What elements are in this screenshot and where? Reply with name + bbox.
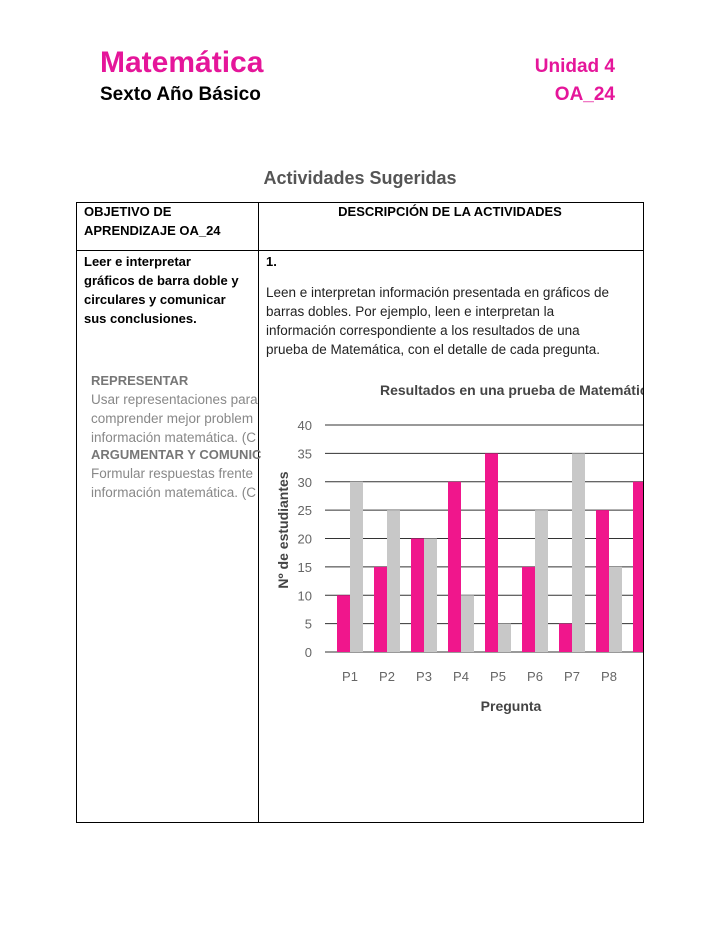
skill-text: comprender mejor problem	[91, 411, 253, 426]
title: Matemática	[100, 46, 264, 79]
bar	[485, 453, 498, 652]
objective: Leer e interpretar	[84, 254, 191, 269]
activity-text: prueba de Matemática, con el detalle de …	[266, 342, 600, 357]
activity-text: barras dobles. Por ejemplo, leen e inter…	[266, 304, 555, 319]
y-tick-label: 5	[305, 617, 312, 632]
x-tick-label: P6	[527, 669, 543, 684]
section-title: Actividades Sugeridas	[263, 168, 456, 188]
x-tick-label: P7	[564, 669, 580, 684]
skill-text: información matemática. (C	[91, 485, 256, 500]
bar	[350, 481, 363, 652]
x-tick-label: P2	[379, 669, 395, 684]
y-tick-label: 20	[298, 532, 312, 547]
bar	[374, 566, 387, 652]
y-tick-label: 30	[298, 475, 312, 490]
bar	[535, 510, 548, 652]
bar	[596, 510, 609, 652]
x-tick-label: P8	[601, 669, 617, 684]
skill-text: Formular respuestas frente	[91, 466, 253, 481]
table-border	[76, 202, 644, 823]
skill-title: ARGUMENTAR Y COMUNIC	[91, 447, 262, 462]
bar	[337, 595, 350, 652]
bar	[448, 481, 461, 652]
subtitle: Sexto Año Básico	[100, 84, 261, 105]
unit: Unidad 4	[535, 56, 616, 77]
activity-text: información correspondiente a los result…	[266, 323, 580, 338]
chart: Resultados en una prueba de Matemática 0 5…	[275, 382, 656, 714]
y-tick-label: 10	[298, 588, 312, 603]
code: OA_24	[555, 84, 616, 105]
bar	[633, 481, 643, 652]
bar	[461, 595, 474, 652]
header-cell: APRENDIZAJE OA_24	[84, 223, 221, 238]
objective: gráficos de barra doble y	[84, 273, 239, 288]
bar	[609, 566, 622, 652]
x-tick-label: P4	[453, 669, 469, 684]
bar	[411, 538, 424, 652]
y-tick-label: 15	[298, 560, 312, 575]
y-tick-label: 0	[305, 645, 312, 660]
x-tick-label: P1	[342, 669, 358, 684]
objective: circulares y comunicar	[84, 292, 226, 307]
x-axis-label: Pregunta	[481, 698, 542, 714]
chart-title: Resultados en una prueba de Matemática	[380, 382, 656, 398]
objective: sus conclusiones.	[84, 311, 197, 326]
y-tick-label: 40	[298, 418, 312, 433]
header-cell: OBJETIVO DE	[84, 204, 172, 219]
x-tick-label: P5	[490, 669, 506, 684]
bar	[387, 510, 400, 652]
skill-text: Usar representaciones para	[91, 392, 258, 407]
activity-number: 1.	[266, 254, 277, 269]
bar	[424, 538, 437, 652]
y-axis-label: Nº de estudiantes	[275, 471, 291, 588]
skill-title: REPRESENTAR	[91, 373, 189, 388]
skill-text: información matemática. (C	[91, 430, 256, 445]
header-cell: DESCRIPCIÓN DE LA ACTIVIDADES	[338, 204, 562, 219]
bar	[522, 566, 535, 652]
bar	[498, 623, 511, 652]
y-tick-label: 35	[298, 446, 312, 461]
bar	[559, 623, 572, 652]
activity-text: Leen e interpretan información presentad…	[266, 285, 609, 300]
bar	[572, 453, 585, 652]
y-tick-label: 25	[298, 503, 312, 518]
x-tick-label: P3	[416, 669, 432, 684]
